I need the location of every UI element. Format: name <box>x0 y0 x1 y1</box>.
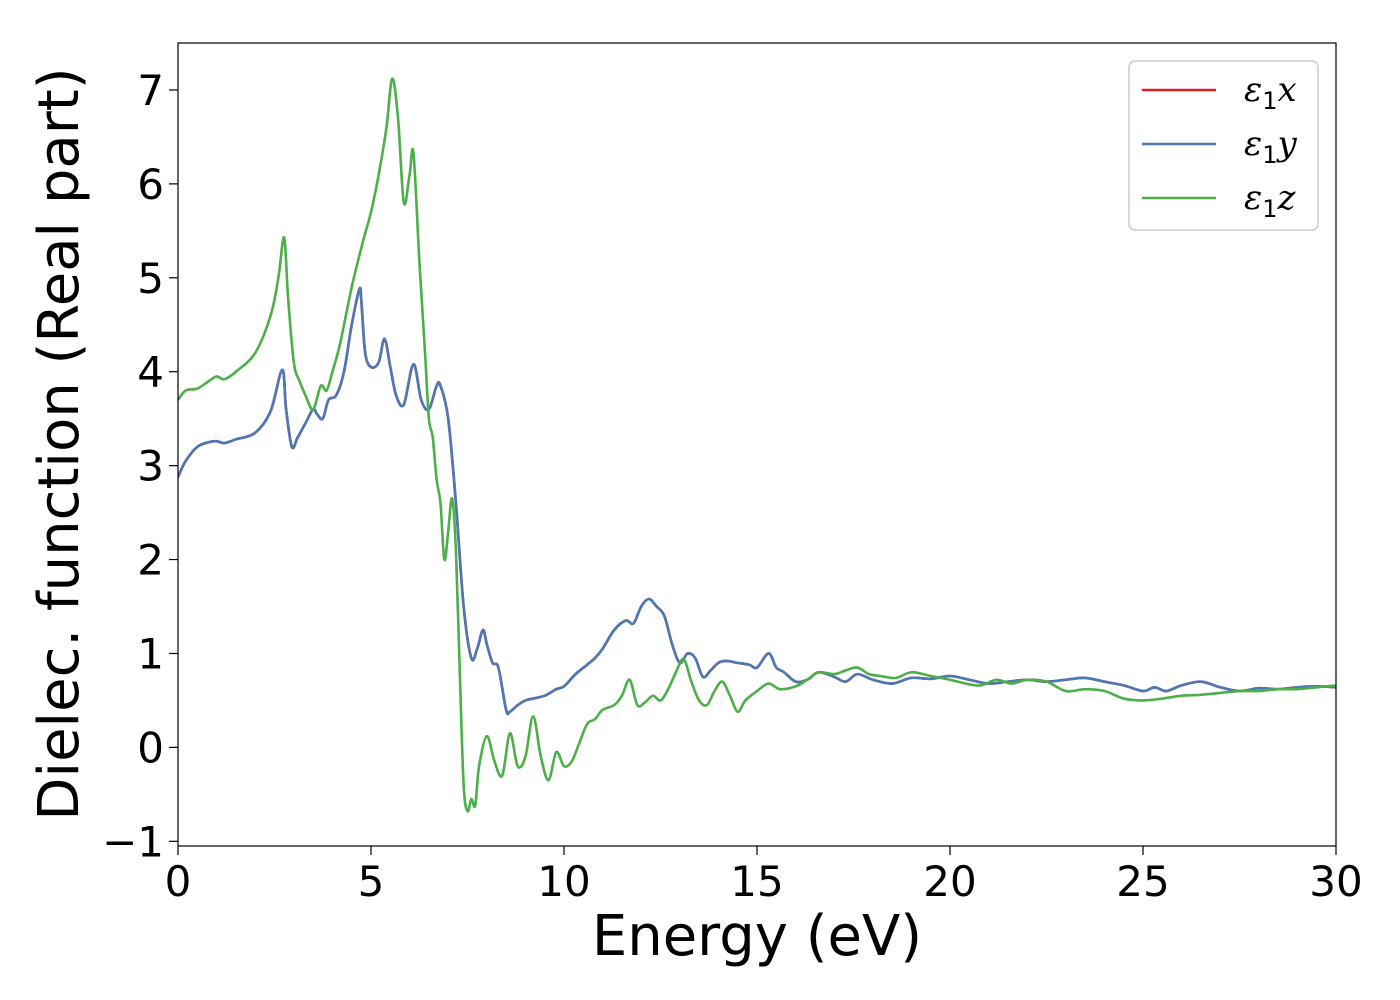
legend-label-suffix: y <box>1276 124 1298 164</box>
x-tick-label: 10 <box>537 857 590 906</box>
y-tick-label: 2 <box>137 536 164 585</box>
x-tick-label: 5 <box>358 857 385 906</box>
y-axis-ticks: −1 0 1 2 3 4 5 6 7 <box>102 66 178 866</box>
legend-label-subscript: 1 <box>1262 87 1277 115</box>
x-tick-label: 15 <box>730 857 783 906</box>
x-tick-label: 20 <box>923 857 976 906</box>
legend-label-suffix: z <box>1277 178 1297 218</box>
legend-label-x: ε1x <box>1244 70 1297 115</box>
legend-label-subscript: 1 <box>1262 141 1277 169</box>
x-tick-label: 25 <box>1116 857 1169 906</box>
x-tick-label: 0 <box>165 857 192 906</box>
x-axis-label: Energy (eV) <box>592 904 922 969</box>
plot-area <box>178 77 1336 813</box>
y-tick-label: 3 <box>137 442 164 491</box>
legend-label-base: ε <box>1244 70 1262 110</box>
legend-label-subscript: 1 <box>1262 195 1277 223</box>
y-tick-label: 4 <box>137 348 164 397</box>
y-tick-label: 6 <box>137 160 164 209</box>
y-tick-label: 5 <box>137 254 164 303</box>
y-tick-label: 0 <box>137 723 164 772</box>
legend-label-suffix: x <box>1278 70 1297 110</box>
legend-label-base: ε <box>1244 178 1262 218</box>
legend-label-base: ε <box>1244 124 1262 164</box>
y-tick-label: 7 <box>137 66 164 115</box>
x-tick-label: 30 <box>1309 857 1362 906</box>
legend-label-z: ε1z <box>1244 178 1297 223</box>
x-axis-ticks: 0 5 10 15 20 25 30 <box>165 846 1363 906</box>
legend-box <box>1128 60 1319 231</box>
y-tick-label: −1 <box>102 817 164 866</box>
y-axis-label: Dielec. function (Real part) <box>27 67 92 820</box>
legend-label-y: ε1y <box>1244 124 1298 169</box>
y-tick-label: 1 <box>137 629 164 678</box>
series-line-z <box>178 77 1336 813</box>
